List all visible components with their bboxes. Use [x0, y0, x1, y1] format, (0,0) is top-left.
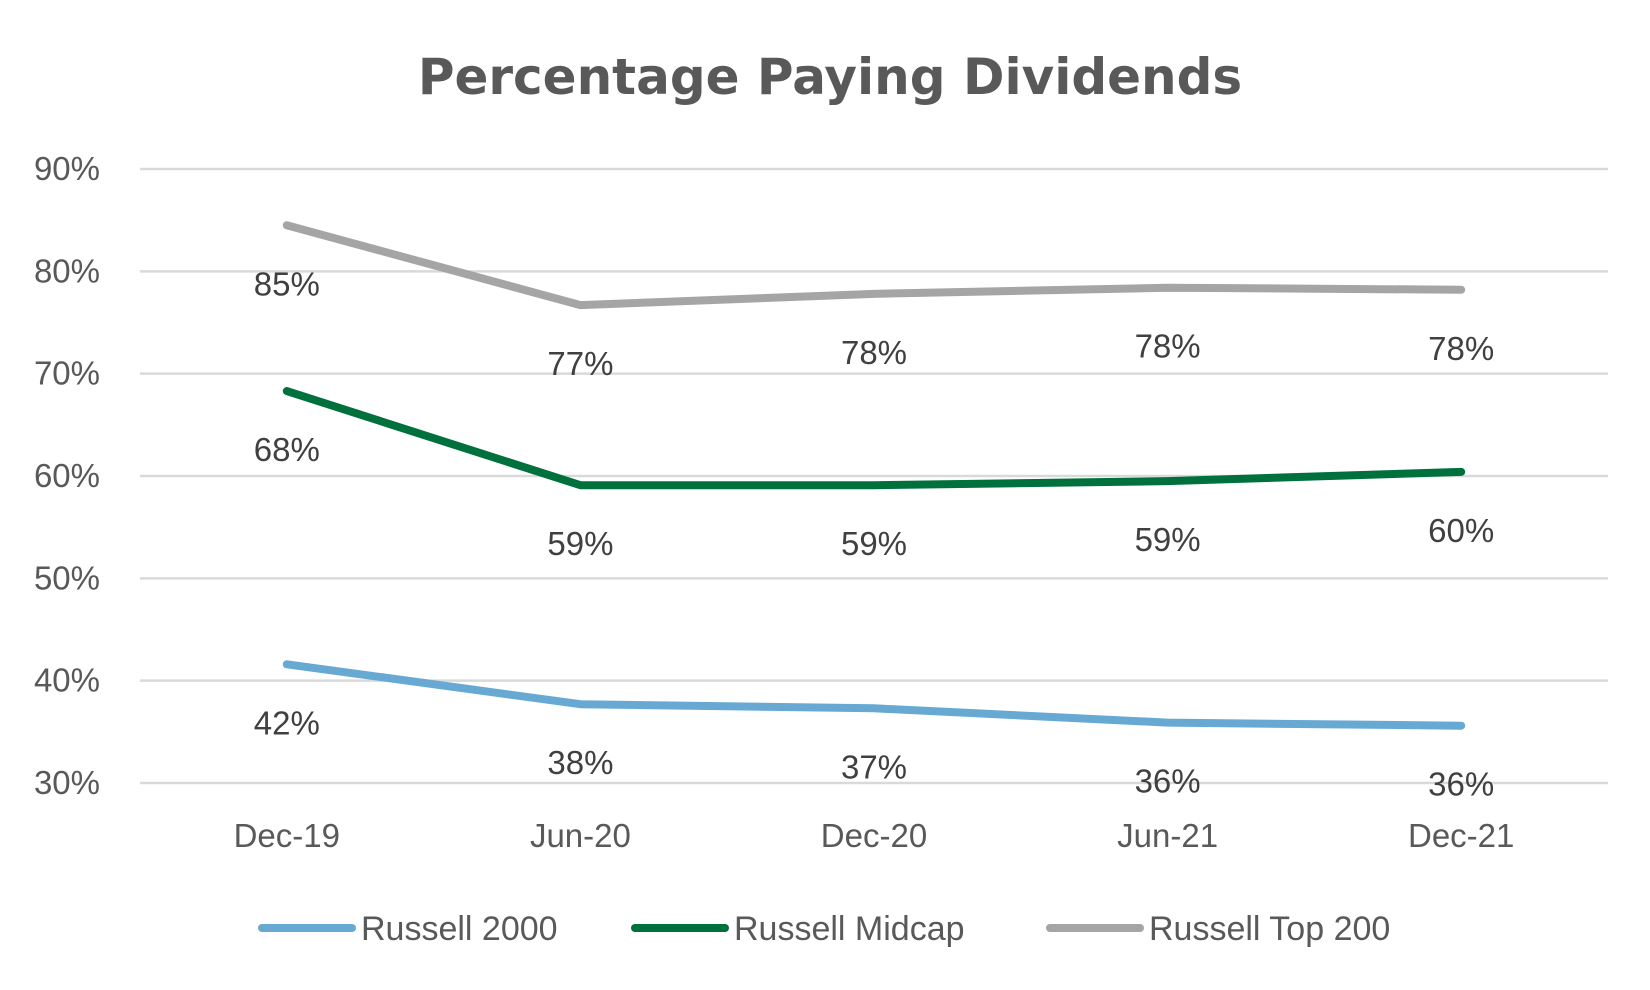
- legend-label: Russell 2000: [361, 910, 558, 948]
- x-tick-label: Dec-20: [821, 817, 927, 854]
- x-tick-label: Dec-21: [1408, 817, 1514, 854]
- data-label: 36%: [1428, 766, 1494, 803]
- data-label: 38%: [547, 744, 613, 781]
- data-label: 59%: [841, 525, 907, 562]
- data-label: 78%: [1135, 328, 1201, 365]
- x-axis: Dec-19 Jun-20 Dec-20 Jun-21 Dec-21: [234, 817, 1515, 854]
- data-label: 36%: [1135, 763, 1201, 800]
- legend-label: Russell Top 200: [1149, 910, 1390, 948]
- x-tick-label: Jun-21: [1117, 817, 1218, 854]
- y-axis: 30% 40% 50% 60% 70% 80% 90%: [34, 150, 100, 801]
- series-line-russell-midcap: [282, 387, 1466, 490]
- data-labels: 42% 38% 37% 36% 36% 68% 59% 59% 59% 60% 85% 77% 78% 7…: [254, 265, 1494, 802]
- y-tick-label: 40%: [34, 662, 100, 699]
- legend-label: Russell Midcap: [734, 910, 965, 948]
- y-tick-label: 50%: [34, 559, 100, 596]
- data-label: 59%: [547, 525, 613, 562]
- data-label: 59%: [1135, 521, 1201, 558]
- x-tick-label: Dec-19: [234, 817, 340, 854]
- series-lines: [282, 221, 1466, 730]
- data-label: 78%: [1428, 330, 1494, 367]
- data-label: 77%: [547, 345, 613, 382]
- y-tick-label: 80%: [34, 252, 100, 289]
- data-label: 68%: [254, 431, 320, 468]
- data-label: 60%: [1428, 512, 1494, 549]
- series-line-russell-top-200: [282, 221, 1466, 310]
- data-label: 85%: [254, 265, 320, 302]
- chart-title: Percentage Paying Dividends: [418, 48, 1242, 106]
- y-tick-label: 30%: [34, 764, 100, 801]
- data-label: 42%: [254, 704, 320, 741]
- series-line-russell-2000: [282, 660, 1466, 730]
- y-tick-label: 70%: [34, 355, 100, 392]
- data-label: 78%: [841, 334, 907, 371]
- data-label: 37%: [841, 748, 907, 785]
- legend: Russell 2000 Russell Midcap Russell Top 20…: [258, 910, 1390, 948]
- x-tick-label: Jun-20: [530, 817, 631, 854]
- y-tick-label: 60%: [34, 457, 100, 494]
- y-tick-label: 90%: [34, 150, 100, 187]
